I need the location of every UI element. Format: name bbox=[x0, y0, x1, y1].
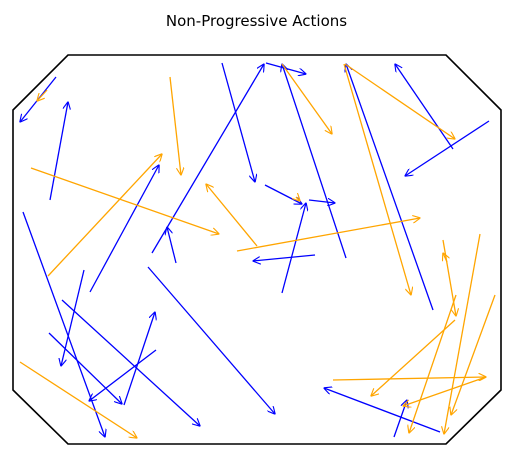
blue-arrow-7 bbox=[395, 64, 454, 150]
diagram-title: Non-Progressive Actions bbox=[165, 12, 348, 30]
blue-arrow-23 bbox=[324, 388, 441, 433]
blue-arrow-13 bbox=[89, 165, 159, 293]
orange-arrow-41 bbox=[332, 377, 486, 380]
blue-arrow-12 bbox=[167, 227, 177, 264]
blue-arrow-9 bbox=[264, 184, 302, 204]
arrow-layer bbox=[19, 62, 496, 438]
orange-arrow-34 bbox=[296, 197, 300, 201]
orange-arrow-32 bbox=[206, 184, 258, 247]
blue-arrow-14 bbox=[22, 211, 105, 437]
orange-arrow-36 bbox=[443, 253, 447, 263]
blue-arrow-10 bbox=[308, 200, 335, 203]
blue-arrow-16 bbox=[61, 299, 200, 426]
orange-arrow-38 bbox=[451, 294, 496, 415]
orange-arrow-29 bbox=[344, 63, 455, 139]
blue-arrow-22 bbox=[253, 254, 316, 261]
orange-arrow-28 bbox=[343, 63, 411, 295]
blue-arrow-3 bbox=[221, 62, 255, 182]
orange-arrow-31 bbox=[47, 154, 162, 277]
blue-arrow-18 bbox=[89, 349, 157, 401]
orange-arrow-42 bbox=[403, 376, 487, 406]
blue-arrow-15 bbox=[61, 269, 85, 366]
blue-arrow-8 bbox=[405, 120, 490, 176]
blue-arrow-2 bbox=[49, 102, 68, 201]
blue-arrow-19 bbox=[123, 312, 155, 406]
orange-arrow-43 bbox=[19, 361, 137, 438]
blue-arrow-17 bbox=[48, 332, 122, 404]
blue-arrow-5 bbox=[151, 64, 264, 254]
arena-boundary bbox=[12, 54, 502, 445]
orange-arrow-27 bbox=[281, 63, 332, 134]
orange-arrow-33 bbox=[236, 218, 420, 252]
orange-arrow-40 bbox=[371, 319, 456, 396]
orange-arrow-26 bbox=[169, 76, 181, 175]
orange-arrow-35 bbox=[442, 239, 456, 316]
orange-arrow-37 bbox=[444, 233, 481, 434]
blue-arrow-11 bbox=[346, 64, 434, 311]
blue-arrow-6 bbox=[282, 64, 347, 259]
blue-arrow-21 bbox=[281, 203, 306, 294]
orange-arrow-39 bbox=[409, 294, 457, 433]
orange-arrow-30 bbox=[30, 167, 219, 234]
orange-arrow-25 bbox=[37, 89, 48, 101]
blue-arrow-20 bbox=[147, 266, 275, 414]
